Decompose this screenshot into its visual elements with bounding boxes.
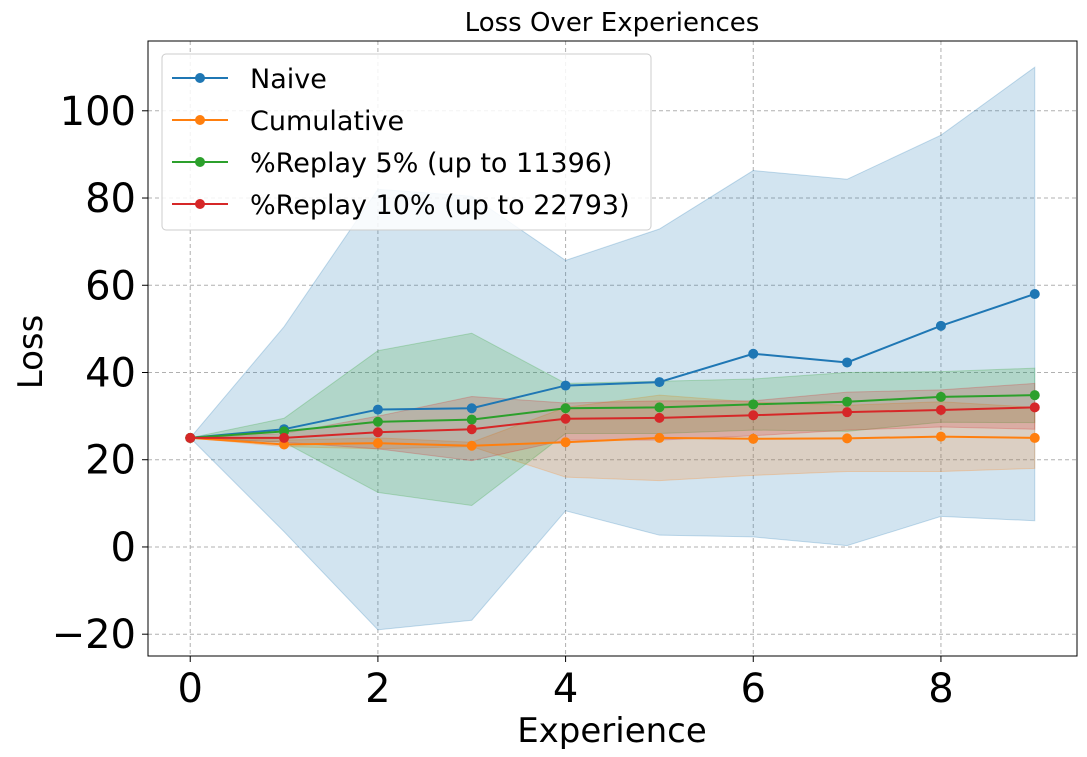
legend-marker bbox=[195, 73, 205, 83]
data-point bbox=[560, 380, 571, 391]
series-line bbox=[190, 435, 1035, 447]
data-point bbox=[842, 407, 853, 418]
data-point bbox=[842, 396, 853, 407]
legend: Naive Cumulative %Replay 5% (up to 11396)%… bbox=[161, 53, 652, 231]
data-point bbox=[466, 403, 477, 414]
data-point bbox=[560, 413, 571, 424]
plot-frame bbox=[147, 40, 1078, 657]
data-point bbox=[560, 403, 571, 414]
data-point bbox=[654, 412, 665, 423]
data-point bbox=[935, 405, 946, 415]
data-point bbox=[1029, 402, 1040, 413]
series-group bbox=[185, 288, 1040, 443]
x-tick-label: 4 bbox=[553, 666, 578, 712]
legend-label: Naive bbox=[250, 64, 327, 95]
legend-marker bbox=[195, 115, 205, 125]
data-point bbox=[372, 416, 383, 427]
data-point bbox=[935, 320, 946, 331]
data-point bbox=[372, 404, 383, 415]
y-axis-label: Loss bbox=[11, 315, 51, 390]
data-point bbox=[466, 440, 477, 451]
data-point bbox=[372, 438, 383, 449]
legend-label: Cumulative bbox=[250, 106, 404, 137]
series-group bbox=[185, 402, 1040, 443]
series-lines bbox=[185, 288, 1040, 451]
data-point bbox=[372, 427, 383, 438]
x-tick-label: 2 bbox=[365, 666, 390, 712]
legend-label: %Replay 5% (up to 11396) bbox=[250, 148, 612, 179]
series-line bbox=[190, 394, 1035, 439]
data-point bbox=[1029, 432, 1040, 443]
series-line bbox=[190, 406, 1035, 439]
data-point bbox=[1029, 288, 1040, 299]
data-point bbox=[748, 399, 759, 410]
axis-ticks: 0 2 4 6 8 −20 0 20 40 60 80 100 bbox=[52, 89, 954, 712]
y-tick-label: −20 bbox=[52, 612, 136, 658]
x-axis-label: Experience bbox=[517, 711, 707, 751]
series-line bbox=[190, 293, 1036, 439]
data-point bbox=[466, 424, 477, 435]
data-point bbox=[935, 431, 946, 442]
x-tick-label: 6 bbox=[741, 666, 766, 712]
data-point bbox=[654, 432, 665, 443]
data-point bbox=[748, 433, 759, 444]
y-tick-label: 100 bbox=[60, 89, 136, 135]
legend-marker bbox=[195, 199, 205, 209]
y-tick-label: 0 bbox=[111, 525, 136, 571]
data-point bbox=[279, 432, 290, 443]
data-point bbox=[1029, 390, 1040, 401]
data-point bbox=[748, 348, 759, 359]
data-point bbox=[748, 410, 759, 421]
data-point bbox=[560, 437, 571, 448]
x-tick-label: 8 bbox=[928, 666, 953, 712]
y-tick-label: 80 bbox=[85, 176, 136, 222]
x-tick-label: 0 bbox=[178, 666, 203, 712]
legend-marker bbox=[195, 157, 205, 167]
chart-title: Loss Over Experiences bbox=[465, 8, 760, 38]
data-point bbox=[466, 414, 477, 425]
data-point bbox=[842, 433, 853, 444]
data-point bbox=[842, 357, 853, 368]
legend-label: %Replay 10% (up to 22793) bbox=[250, 190, 630, 221]
data-point bbox=[935, 391, 946, 402]
data-point bbox=[654, 402, 665, 413]
y-tick-label: 60 bbox=[85, 263, 136, 309]
data-point bbox=[654, 377, 665, 388]
legend-box bbox=[161, 53, 652, 231]
data-point bbox=[185, 432, 196, 443]
y-tick-label: 40 bbox=[85, 350, 136, 396]
y-tick-label: 20 bbox=[85, 438, 136, 484]
